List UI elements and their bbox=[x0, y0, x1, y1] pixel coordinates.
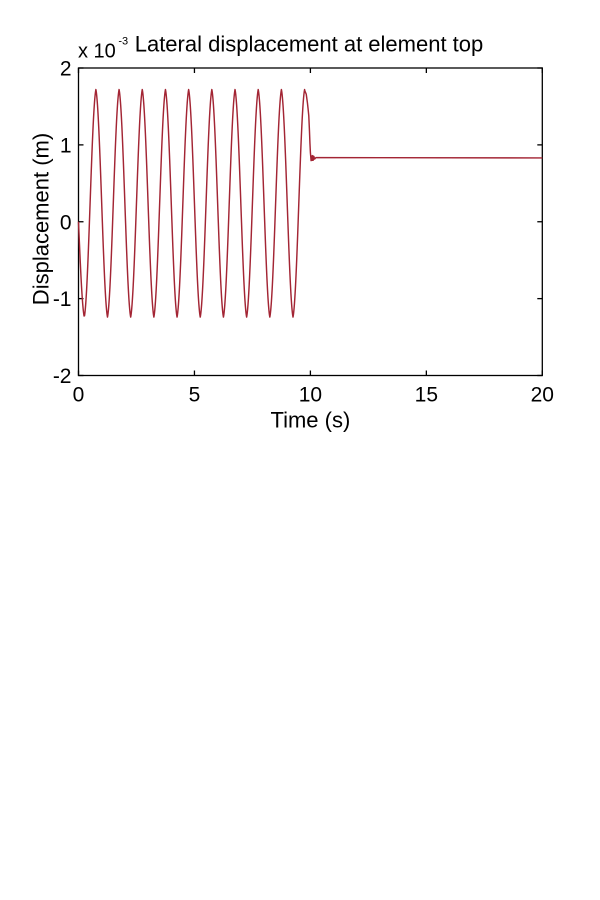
svg-text:20: 20 bbox=[531, 384, 554, 407]
svg-text:Displacement (m): Displacement (m) bbox=[29, 133, 54, 305]
svg-text:-1: -1 bbox=[53, 288, 72, 311]
svg-text:0: 0 bbox=[73, 384, 85, 407]
svg-text:0: 0 bbox=[60, 211, 72, 234]
svg-text:1: 1 bbox=[60, 134, 72, 157]
svg-text:10: 10 bbox=[299, 384, 322, 407]
svg-text:Time (s): Time (s) bbox=[270, 408, 350, 433]
svg-text:15: 15 bbox=[415, 384, 438, 407]
svg-text:2: 2 bbox=[60, 58, 72, 81]
svg-text:5: 5 bbox=[189, 384, 201, 407]
svg-text:-2: -2 bbox=[53, 365, 72, 388]
svg-text:Lateral displacement at elemen: Lateral displacement at element top bbox=[135, 32, 484, 57]
